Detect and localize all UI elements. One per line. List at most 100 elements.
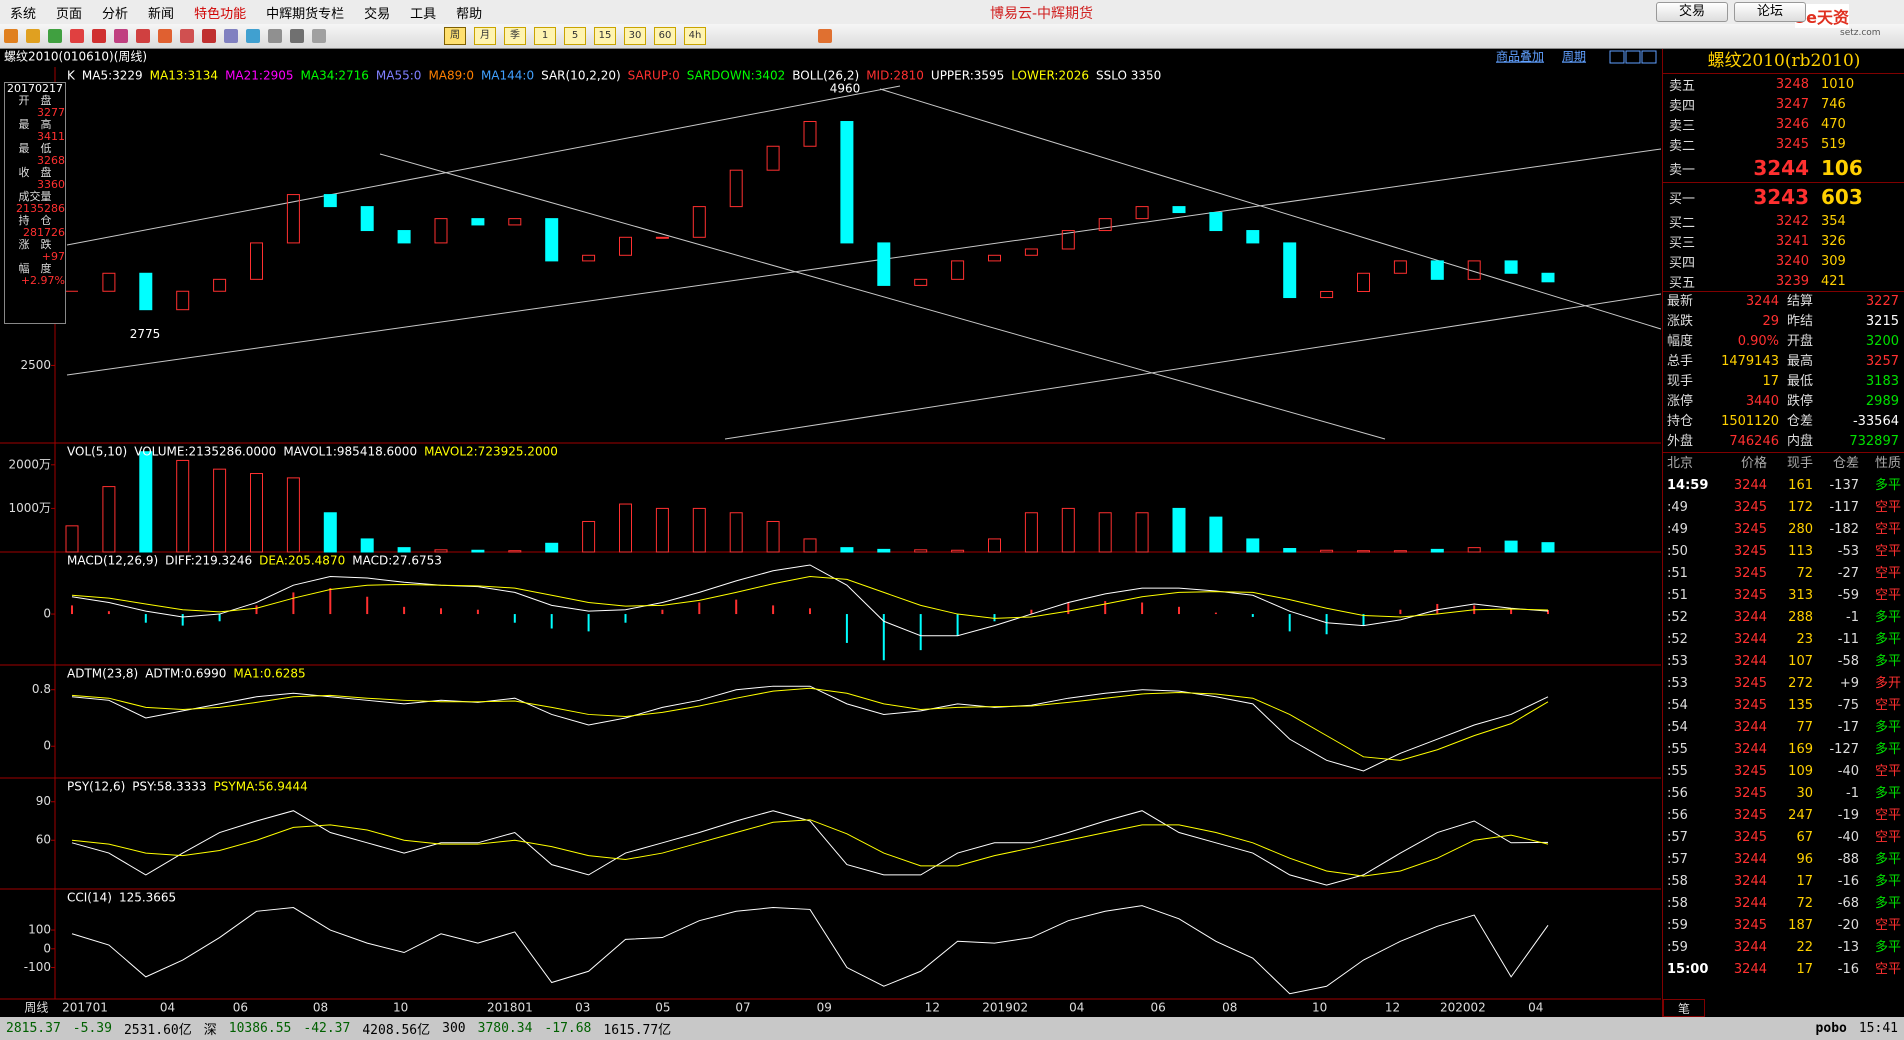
period-link[interactable]: 周期 (1562, 50, 1586, 64)
x-tick-label: 06 (233, 1001, 248, 1015)
icon[interactable] (4, 29, 18, 43)
trade-cell: :53 (1667, 676, 1688, 691)
stat-value: -33564 (1852, 414, 1899, 429)
trade-cell: -88 (1837, 852, 1859, 867)
icon[interactable] (136, 29, 150, 43)
trade-row: 15:00 3244 17 -16 空平 (1663, 959, 1904, 981)
trade-cell: :51 (1667, 588, 1688, 603)
trend-lines (66, 85, 1661, 440)
period-button[interactable]: 季 (504, 27, 526, 45)
book-price: 3244 (1753, 156, 1809, 180)
stat-value: 732897 (1849, 434, 1899, 449)
trade-row: :58 3244 17 -16 多平 (1663, 871, 1904, 893)
indicator-legend: SARUP:0 (628, 69, 680, 83)
icon[interactable] (818, 29, 832, 43)
period-button[interactable]: 月 (474, 27, 496, 45)
period-button[interactable]: 1 (534, 27, 556, 45)
trade-cell: 14:59 (1667, 478, 1709, 493)
menu-item[interactable]: 特色功能 (194, 6, 247, 22)
period-button[interactable]: 60 (654, 27, 676, 45)
menu-item[interactable]: 交易 (364, 6, 391, 22)
icon[interactable] (158, 29, 172, 43)
volume-bar (1172, 507, 1186, 553)
trade-cell: :59 (1667, 940, 1688, 955)
x-tick-label: 07 (735, 1001, 750, 1015)
volume-bar (729, 512, 743, 553)
stat-value: 17 (1762, 374, 1779, 389)
trade-row: :59 3244 22 -13 多平 (1663, 937, 1904, 959)
candle (1357, 272, 1370, 292)
candle (1061, 230, 1075, 250)
trade-cell: 3245 (1733, 808, 1767, 823)
indicator-legend: VOLUME:2135286.0000 (134, 445, 276, 459)
trade-cell: 3245 (1733, 522, 1767, 537)
icon[interactable] (180, 29, 194, 43)
trade-header-cell: 性质 (1874, 456, 1901, 471)
trade-cell: 多平 (1874, 720, 1901, 735)
trade-row: :51 3245 72 -27 空平 (1663, 563, 1904, 585)
trade-cell: -40 (1837, 830, 1859, 845)
x-tick-label: 201801 (487, 1001, 533, 1015)
volume-bar (1504, 540, 1518, 553)
book-price: 3246 (1775, 116, 1809, 132)
stat-value: 3183 (1865, 374, 1899, 389)
overlay-link[interactable]: 商品叠加 (1496, 49, 1544, 64)
stat-row: 总手 1479143 最高 3257 (1663, 352, 1904, 372)
x-tick-label: 08 (313, 1001, 328, 1015)
window-button[interactable] (1625, 50, 1641, 64)
volume-bar (692, 507, 706, 553)
tab[interactable]: 笔 (1663, 999, 1705, 1017)
menu-item[interactable]: 新闻 (148, 6, 175, 22)
icon[interactable] (114, 29, 128, 43)
period-button[interactable]: 15 (594, 27, 616, 45)
menu-item[interactable]: 中辉期货专栏 (266, 6, 345, 22)
period-button[interactable]: 30 (624, 27, 646, 45)
stat-value: 3200 (1865, 334, 1899, 349)
menu-item[interactable]: 系统 (10, 6, 37, 22)
period-button[interactable]: 5 (564, 27, 586, 45)
stat-row: 涨跌 29 昨结 3215 (1663, 312, 1904, 332)
indicator-legend: ADTM(23,8) (67, 667, 138, 681)
trade-cell: 3244 (1733, 478, 1767, 493)
indicator-legend: MAVOL2:723925.2000 (424, 445, 558, 459)
icon[interactable] (246, 29, 260, 43)
window-button[interactable] (1609, 50, 1625, 64)
info-box: 20170217 开 盘 3277 最 高 3411 最 低 3268 收 盘 3360 成交量 2… (4, 82, 66, 324)
icon[interactable] (70, 29, 84, 43)
candle (840, 121, 854, 244)
candle (1172, 206, 1186, 214)
indicator-legend: MAVOL1:985418.6000 (283, 445, 417, 459)
book-label: 买四 (1669, 255, 1696, 271)
trade-cell: 3244 (1733, 940, 1767, 955)
icon[interactable] (268, 29, 282, 43)
icon[interactable] (290, 29, 304, 43)
menu-item[interactable]: 帮助 (456, 6, 483, 22)
top-button[interactable]: 交易 (1656, 2, 1728, 22)
stat-label: 最高 (1787, 354, 1814, 369)
candle (914, 278, 928, 286)
trade-cell: -117 (1829, 500, 1859, 515)
menu-item[interactable]: 页面 (56, 6, 83, 22)
menu-item[interactable]: 分析 (102, 6, 129, 22)
icon[interactable] (48, 29, 62, 43)
trend-line (379, 153, 1386, 440)
stat-row: 外盘 746246 内盘 732897 (1663, 432, 1904, 452)
window-button[interactable] (1641, 50, 1657, 64)
candle (213, 278, 227, 292)
icon[interactable] (202, 29, 216, 43)
icon[interactable] (224, 29, 238, 43)
period-button[interactable]: 周 (444, 27, 466, 45)
book-label: 卖一 (1669, 162, 1696, 178)
icon[interactable] (26, 29, 40, 43)
trend-line (66, 85, 901, 246)
top-button[interactable]: 论坛 (1734, 2, 1806, 22)
trade-cell: 72 (1796, 896, 1813, 911)
icon[interactable] (312, 29, 326, 43)
stat-label: 幅度 (1667, 334, 1694, 349)
stat-value: 746246 (1729, 434, 1779, 449)
trade-header-cell: 现手 (1786, 456, 1813, 471)
menu-item[interactable]: 工具 (410, 6, 437, 22)
book-label: 买二 (1669, 215, 1696, 231)
period-button[interactable]: 4h (684, 27, 706, 45)
icon[interactable] (92, 29, 106, 43)
